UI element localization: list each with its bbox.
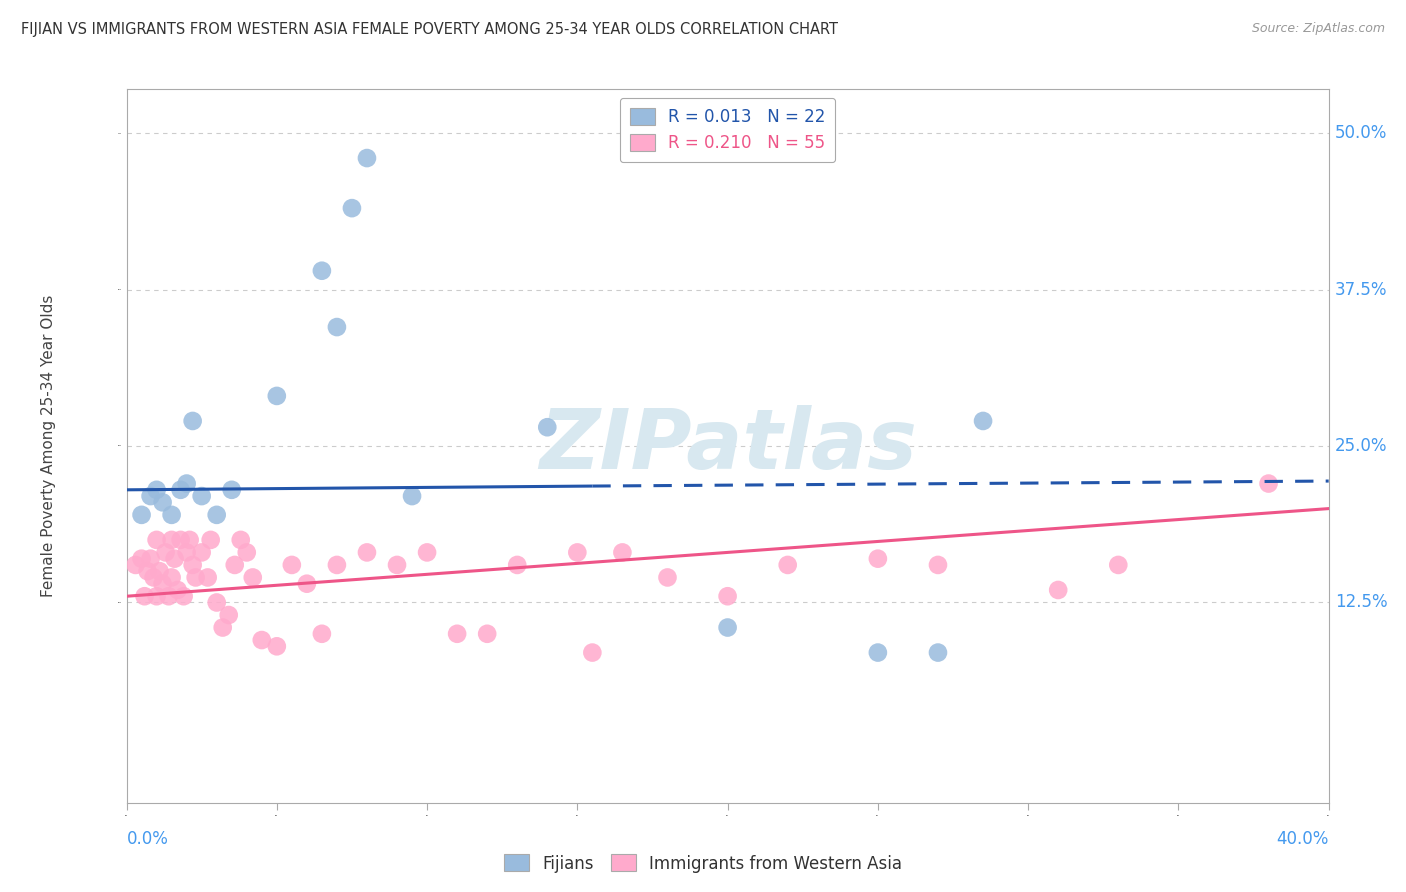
Point: [716, 621, 740, 635]
Point: [401, 489, 423, 503]
Point: [1047, 582, 1070, 597]
Point: [181, 558, 204, 572]
Point: [581, 646, 603, 660]
Point: [181, 414, 204, 428]
Point: [169, 533, 191, 547]
Text: Source: ZipAtlas.com: Source: ZipAtlas.com: [1251, 22, 1385, 36]
Point: [205, 595, 228, 609]
Point: [197, 570, 219, 584]
Point: [1257, 476, 1279, 491]
Point: [295, 576, 318, 591]
Point: [211, 621, 233, 635]
Point: [176, 545, 198, 559]
Point: [184, 570, 207, 584]
Point: [139, 551, 162, 566]
Point: [266, 389, 288, 403]
Text: 40.0%: 40.0%: [1277, 830, 1329, 848]
Point: [152, 495, 174, 509]
Point: [160, 570, 183, 584]
Point: [1107, 558, 1129, 572]
Point: [281, 558, 304, 572]
Point: [160, 533, 183, 547]
Point: [326, 320, 349, 334]
Text: 50.0%: 50.0%: [1334, 124, 1388, 142]
Point: [134, 589, 156, 603]
Point: [311, 627, 333, 641]
Point: [356, 545, 378, 559]
Point: [224, 558, 246, 572]
Point: [506, 558, 529, 572]
Point: [124, 558, 146, 572]
Point: [657, 570, 679, 584]
Point: [972, 414, 994, 428]
Point: [190, 489, 212, 503]
Point: [145, 589, 167, 603]
Point: [385, 558, 408, 572]
Point: [218, 607, 240, 622]
Point: [131, 551, 153, 566]
Point: [311, 264, 333, 278]
Point: [866, 646, 889, 660]
Point: [160, 508, 183, 522]
Point: [166, 582, 188, 597]
Point: [927, 558, 949, 572]
Point: [205, 508, 228, 522]
Point: [221, 483, 243, 497]
Legend: R = 0.013   N = 22, R = 0.210   N = 55: R = 0.013 N = 22, R = 0.210 N = 55: [620, 97, 835, 162]
Point: [139, 489, 162, 503]
Point: [145, 533, 167, 547]
Point: [242, 570, 264, 584]
Point: [356, 151, 378, 165]
Point: [567, 545, 589, 559]
Point: [340, 201, 363, 215]
Point: [136, 564, 159, 578]
Point: [169, 483, 191, 497]
Point: [200, 533, 222, 547]
Point: [612, 545, 634, 559]
Point: [145, 483, 167, 497]
Text: 25.0%: 25.0%: [1334, 437, 1388, 455]
Point: [190, 545, 212, 559]
Point: [446, 627, 468, 641]
Text: 37.5%: 37.5%: [1334, 280, 1388, 299]
Point: [229, 533, 252, 547]
Point: [927, 646, 949, 660]
Text: FIJIAN VS IMMIGRANTS FROM WESTERN ASIA FEMALE POVERTY AMONG 25-34 YEAR OLDS CORR: FIJIAN VS IMMIGRANTS FROM WESTERN ASIA F…: [21, 22, 838, 37]
Point: [163, 551, 186, 566]
Point: [326, 558, 349, 572]
Point: [152, 576, 174, 591]
Point: [716, 589, 740, 603]
Point: [149, 564, 172, 578]
Point: [416, 545, 439, 559]
Point: [155, 545, 177, 559]
Point: [776, 558, 799, 572]
Point: [173, 589, 195, 603]
Text: 0.0%: 0.0%: [127, 830, 169, 848]
Point: [176, 476, 198, 491]
Text: 12.5%: 12.5%: [1334, 593, 1388, 612]
Point: [536, 420, 558, 434]
Point: [131, 508, 153, 522]
Point: [250, 633, 273, 648]
Text: Female Poverty Among 25-34 Year Olds: Female Poverty Among 25-34 Year Olds: [41, 295, 56, 597]
Point: [475, 627, 498, 641]
Legend: Fijians, Immigrants from Western Asia: Fijians, Immigrants from Western Asia: [498, 847, 908, 880]
Text: ZIPatlas: ZIPatlas: [538, 406, 917, 486]
Point: [157, 589, 180, 603]
Point: [142, 570, 165, 584]
Point: [235, 545, 259, 559]
Point: [179, 533, 201, 547]
Point: [266, 640, 288, 654]
Point: [866, 551, 889, 566]
